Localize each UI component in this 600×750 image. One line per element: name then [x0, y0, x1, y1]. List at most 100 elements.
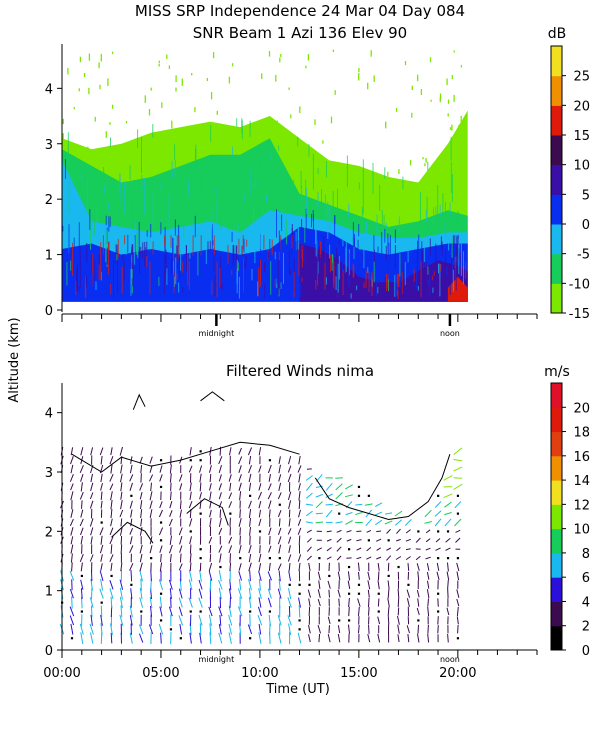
wind-vector	[109, 527, 114, 536]
wind-vector	[395, 556, 402, 560]
wind-vector	[140, 578, 142, 591]
wind-contour-line	[132, 393, 146, 410]
wind-vector	[208, 614, 212, 626]
wind-vector	[139, 633, 144, 643]
wind-vector	[298, 605, 301, 618]
wind-vector	[416, 607, 420, 616]
wind-vector	[159, 606, 163, 617]
wind-calm-dot	[239, 557, 242, 560]
wind-vector	[169, 500, 173, 509]
wind-calm-dot	[298, 619, 301, 622]
wind-vector	[268, 500, 272, 509]
wind-vector	[316, 547, 322, 551]
wind-vector	[248, 553, 252, 563]
wind-calm-dot	[456, 494, 460, 497]
wind-vector	[267, 492, 272, 500]
wind-vector	[335, 483, 343, 491]
wind-vector	[90, 605, 93, 618]
wind-vector	[258, 563, 262, 571]
wind-vector	[169, 464, 172, 474]
wind-calm-dot	[357, 494, 361, 497]
wind-calm-dot	[159, 459, 163, 462]
wind-y-tick-label: 0	[45, 644, 53, 659]
wind-calm-dot	[456, 512, 460, 515]
snr-colorbar-swatch	[551, 135, 562, 166]
wind-vector	[100, 623, 103, 636]
wind-vector	[325, 493, 333, 498]
wind-vector	[397, 589, 400, 599]
wind-vector	[278, 518, 281, 527]
wind-vector	[297, 527, 302, 535]
wind-vector	[238, 571, 242, 581]
wind-calm-dot	[298, 592, 301, 595]
wind-vector	[405, 538, 411, 542]
wind-vector	[267, 597, 272, 608]
wind-vector	[406, 598, 410, 607]
wind-vector	[238, 456, 243, 465]
wind-vector	[249, 570, 251, 582]
wind-colorbar-tick-label: 10	[573, 523, 590, 538]
snr-colorbar-tick-label: -5	[577, 248, 590, 263]
wind-calm-dot	[159, 539, 163, 542]
wind-vector	[377, 571, 380, 581]
wind-vector	[89, 597, 94, 608]
wind-vector	[179, 500, 182, 509]
wind-vector	[453, 466, 463, 472]
snr-colorbar-unit: dB	[548, 26, 567, 42]
wind-vector	[444, 501, 452, 508]
wind-vector	[89, 554, 94, 562]
wind-vector	[150, 570, 152, 582]
wind-vector	[120, 464, 123, 474]
wind-vector	[445, 547, 451, 551]
wind-vector	[209, 491, 212, 500]
wind-colorbar-tick-label: 4	[582, 595, 590, 610]
snr-axes: 0 1 2 3 4 midnight noon	[45, 44, 538, 338]
snr-heatmap-panel: 0 1 2 3 4 midnight noon	[45, 44, 538, 338]
wind-vector	[120, 500, 123, 510]
wind-vector	[80, 509, 84, 518]
wind-vector	[100, 535, 103, 545]
wind-vector	[168, 606, 173, 617]
wind-vector	[238, 578, 242, 591]
wind-vector	[258, 518, 262, 527]
wind-vector	[129, 482, 133, 491]
snr-colorbar-tick-label: 15	[573, 129, 590, 144]
wind-vector	[70, 509, 74, 518]
wind-vector	[326, 547, 332, 552]
wind-colorbar-tick-label: 14	[573, 474, 590, 489]
wind-vector	[258, 509, 261, 518]
wind-vector	[89, 623, 94, 635]
wind-vector	[149, 509, 153, 518]
wind-calm-dot	[100, 521, 103, 524]
wind-contour-line	[200, 391, 225, 402]
wind-vector	[218, 517, 222, 528]
wind-vector	[238, 563, 242, 571]
wind-y-tick-label: 2	[45, 525, 53, 540]
wind-vector	[228, 492, 233, 500]
wind-vector	[129, 605, 133, 618]
wind-calm-dot	[278, 503, 281, 506]
wind-vector	[189, 536, 192, 545]
wind-vector	[377, 633, 381, 643]
snr-colorbar-tick-label: 10	[573, 159, 590, 174]
wind-vector	[434, 518, 442, 527]
wind-colorbar-tick-label: 18	[573, 426, 590, 441]
wind-colorbar-swatch	[551, 504, 562, 530]
wind-vector	[268, 545, 272, 553]
wind-vector	[257, 491, 262, 500]
wind-vector	[209, 623, 212, 636]
wind-vector	[287, 465, 292, 473]
wind-calm-dot	[159, 521, 163, 524]
wind-calm-dot	[150, 557, 153, 560]
wind-vector	[377, 563, 380, 571]
wind-vector	[394, 519, 403, 526]
wind-calm-dot	[328, 574, 331, 578]
wind-vector	[189, 518, 193, 527]
wind-vector	[425, 529, 431, 534]
wind-vector	[199, 623, 202, 636]
wind-calm-dot	[437, 494, 440, 497]
wind-vector	[219, 614, 222, 626]
snr-colorbar-swatch	[551, 105, 562, 136]
wind-vector	[169, 473, 172, 483]
wind-vector	[248, 508, 252, 519]
